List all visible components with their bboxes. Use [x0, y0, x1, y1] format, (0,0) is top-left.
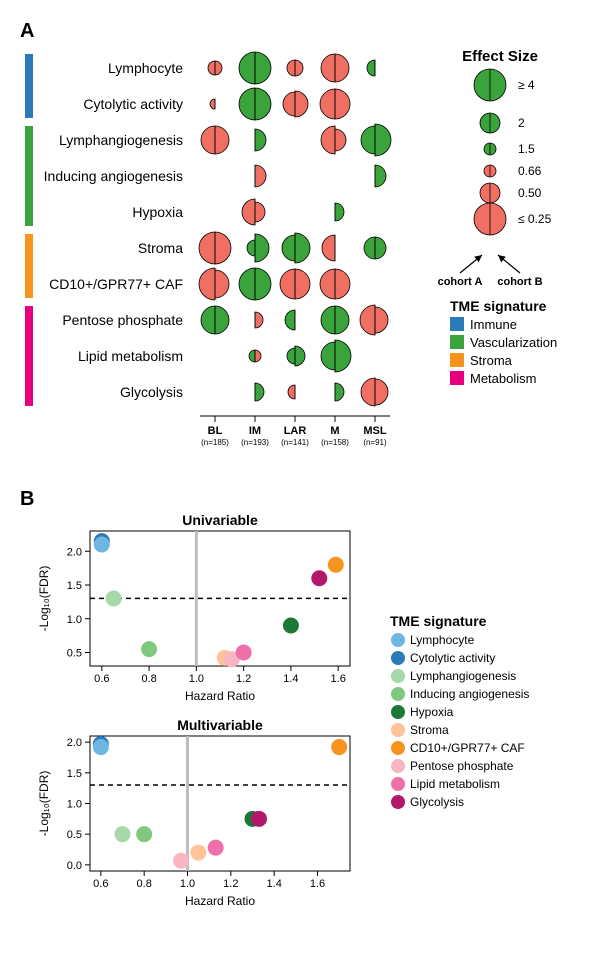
svg-text:1.5: 1.5	[518, 142, 535, 156]
svg-text:Univariable: Univariable	[182, 512, 258, 528]
svg-text:1.5: 1.5	[67, 768, 82, 780]
panel-b: B Univariable 0.6 0.8 1.0 1.2 1.4 1.6 0.5 1.0 1.5…	[20, 488, 593, 946]
svg-text:Glycolysis: Glycolysis	[410, 795, 464, 809]
svg-text:TME signature: TME signature	[450, 298, 547, 314]
svg-text:1.0: 1.0	[180, 878, 195, 890]
svg-text:(n=91): (n=91)	[363, 438, 387, 447]
svg-text:Lymphangiogenesis: Lymphangiogenesis	[59, 132, 183, 148]
svg-text:2: 2	[518, 116, 525, 130]
svg-text:BL: BL	[208, 425, 223, 437]
svg-text:0.8: 0.8	[137, 878, 152, 890]
panel-a-label: A	[20, 20, 593, 43]
svg-text:1.6: 1.6	[331, 673, 346, 685]
svg-text:M: M	[330, 425, 339, 437]
svg-text:Cytolytic activity: Cytolytic activity	[410, 651, 495, 665]
svg-text:CD10+/GPR77+ CAF: CD10+/GPR77+ CAF	[49, 276, 183, 292]
svg-text:Pentose phosphate: Pentose phosphate	[410, 759, 514, 773]
svg-text:≤ 0.25: ≤ 0.25	[518, 212, 552, 226]
svg-text:0.5: 0.5	[67, 648, 82, 660]
svg-text:1.6: 1.6	[310, 878, 325, 890]
svg-text:Lipid metabolism: Lipid metabolism	[410, 777, 500, 791]
svg-text:Immune: Immune	[470, 317, 517, 332]
svg-text:Hazard Ratio: Hazard Ratio	[185, 689, 255, 703]
svg-text:Pentose phosphate: Pentose phosphate	[62, 312, 183, 328]
svg-text:Hypoxia: Hypoxia	[132, 204, 183, 220]
panel-b-label: B	[20, 488, 593, 511]
svg-text:cohort A: cohort A	[438, 276, 483, 288]
svg-text:0.50: 0.50	[518, 186, 542, 200]
svg-text:Inducing angiogenesis: Inducing angiogenesis	[44, 168, 183, 184]
svg-text:1.0: 1.0	[67, 614, 82, 626]
panel-b-chart: Univariable 0.6 0.8 1.0 1.2 1.4 1.6 0.5 1.0 1.5 2.…	[20, 511, 600, 941]
svg-text:1.5: 1.5	[67, 580, 82, 592]
svg-text:2.0: 2.0	[67, 546, 82, 558]
svg-text:≥ 4: ≥ 4	[518, 78, 535, 92]
svg-text:0.66: 0.66	[518, 164, 542, 178]
svg-text:(n=185): (n=185)	[201, 438, 229, 447]
svg-text:Hazard Ratio: Hazard Ratio	[185, 894, 255, 908]
svg-text:TME signature: TME signature	[390, 613, 487, 629]
svg-text:0.6: 0.6	[93, 878, 108, 890]
svg-text:(n=141): (n=141)	[281, 438, 309, 447]
svg-text:CD10+/GPR77+ CAF: CD10+/GPR77+ CAF	[410, 741, 525, 755]
svg-text:Stroma: Stroma	[410, 723, 449, 737]
svg-text:IM: IM	[249, 425, 261, 437]
svg-text:1.2: 1.2	[223, 878, 238, 890]
svg-text:MSL: MSL	[363, 425, 387, 437]
svg-text:1.4: 1.4	[283, 673, 298, 685]
svg-text:Lymphocyte: Lymphocyte	[108, 60, 183, 76]
panel-a-chart: Lymphocyte Cytolytic activity Lymphangioge…	[20, 43, 600, 463]
svg-text:Multivariable: Multivariable	[177, 717, 263, 733]
svg-text:Hypoxia: Hypoxia	[410, 705, 454, 719]
svg-text:1.2: 1.2	[236, 673, 251, 685]
svg-text:Lymphangiogenesis: Lymphangiogenesis	[410, 669, 516, 683]
svg-text:0.8: 0.8	[141, 673, 156, 685]
svg-text:Effect Size: Effect Size	[462, 48, 538, 65]
svg-text:1.0: 1.0	[67, 799, 82, 811]
svg-text:1.0: 1.0	[189, 673, 204, 685]
svg-text:0.0: 0.0	[67, 860, 82, 872]
svg-text:Inducing angiogenesis: Inducing angiogenesis	[410, 687, 529, 701]
svg-text:-Log₁₀(FDR): -Log₁₀(FDR)	[37, 771, 51, 837]
svg-text:(n=193): (n=193)	[241, 438, 269, 447]
svg-text:Lipid metabolism: Lipid metabolism	[78, 348, 183, 364]
svg-text:2.0: 2.0	[67, 737, 82, 749]
svg-text:Lymphocyte: Lymphocyte	[410, 633, 475, 647]
svg-text:0.6: 0.6	[94, 673, 109, 685]
svg-text:Cytolytic activity: Cytolytic activity	[83, 96, 183, 112]
svg-text:0.5: 0.5	[67, 829, 82, 841]
svg-text:Stroma: Stroma	[470, 353, 513, 368]
svg-text:(n=158): (n=158)	[321, 438, 349, 447]
svg-text:1.4: 1.4	[267, 878, 282, 890]
svg-text:-Log₁₀(FDR): -Log₁₀(FDR)	[37, 566, 51, 632]
svg-text:Vascularization: Vascularization	[470, 335, 557, 350]
svg-text:Metabolism: Metabolism	[470, 371, 536, 386]
svg-text:Glycolysis: Glycolysis	[120, 384, 183, 400]
svg-text:cohort B: cohort B	[497, 276, 542, 288]
panel-a: A Lymphocyte Cytolytic activity Lymphangio…	[20, 20, 593, 468]
svg-text:LAR: LAR	[284, 425, 307, 437]
svg-text:Stroma: Stroma	[138, 240, 183, 256]
